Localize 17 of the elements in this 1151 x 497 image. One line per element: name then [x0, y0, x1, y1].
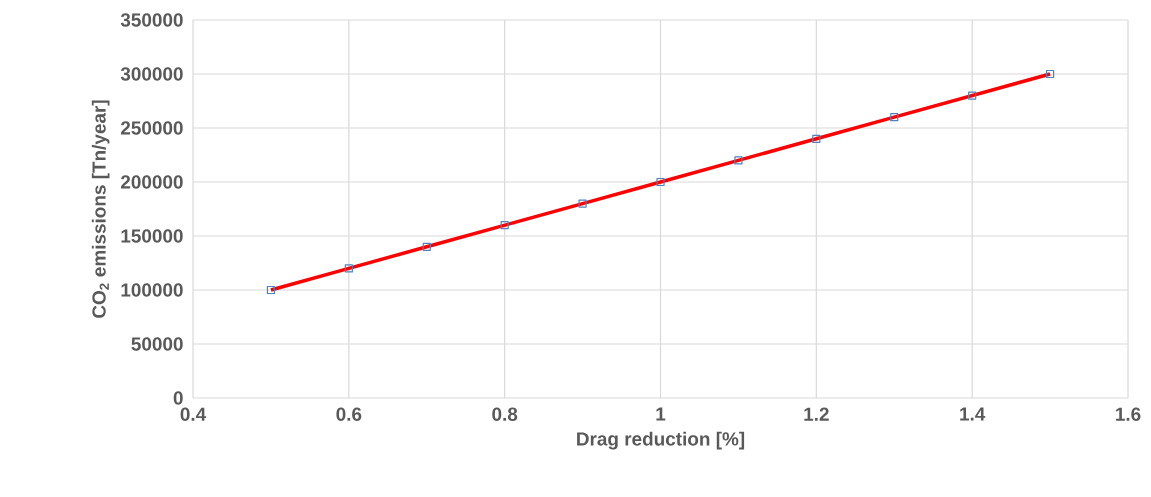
- x-axis-title: Drag reduction [%]: [577, 431, 745, 450]
- x-tick-label: 0.6: [336, 407, 362, 421]
- y-tick-label: 50000: [131, 337, 183, 351]
- x-tick-label: 1: [656, 407, 666, 421]
- y-tick-label: 150000: [121, 229, 183, 243]
- y-tick-label: 300000: [120, 67, 183, 81]
- y-tick-label: 350000: [120, 13, 183, 27]
- x-tick-label: 0.4: [180, 407, 207, 421]
- y-tick-label: 200000: [120, 175, 183, 189]
- y-tick-label: 250000: [120, 121, 183, 135]
- x-tick-label: 0.8: [492, 407, 518, 421]
- y-tick-label: 100000: [121, 283, 183, 297]
- x-tick-label: 1.4: [960, 407, 986, 421]
- y-tick-label: 0: [173, 391, 183, 405]
- x-tick-label: 1.2: [804, 407, 829, 421]
- y-axis-title: CO$_{2}$ emissions [Tn/year]: [91, 100, 110, 318]
- x-tick-label: 1.6: [1116, 407, 1141, 421]
